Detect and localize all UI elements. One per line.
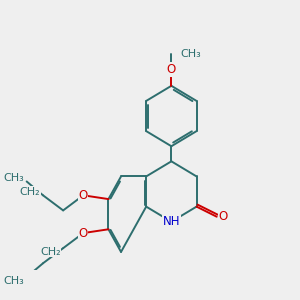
Text: O: O [79,226,88,240]
Text: CH₃: CH₃ [180,50,201,59]
Text: O: O [167,63,176,76]
Text: CH₃: CH₃ [3,276,24,286]
Text: CH₂: CH₂ [40,247,61,257]
Text: CH₃: CH₃ [3,173,24,183]
Text: CH₂: CH₂ [20,187,40,196]
Text: O: O [218,210,228,223]
Text: O: O [79,189,88,202]
Text: NH: NH [163,215,180,228]
